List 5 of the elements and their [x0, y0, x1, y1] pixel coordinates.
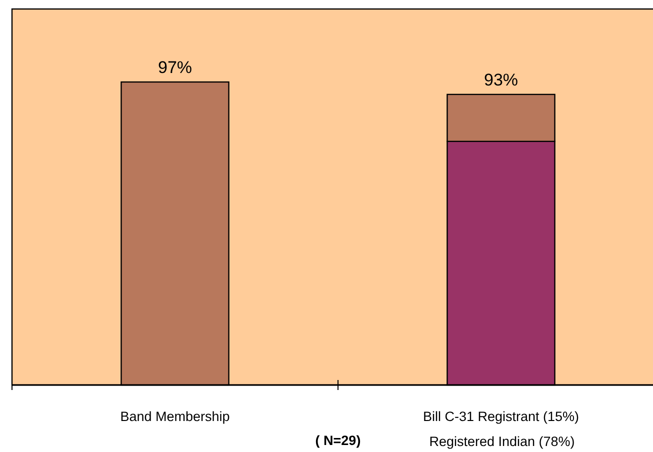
x-tick-label: Bill C-31 Registrant (15%) Registered Indian (78%) — [422, 409, 580, 449]
x-tick-label: Band Membership — [120, 409, 230, 424]
text: ( N=29) — [315, 433, 361, 448]
annotation: 97% — [158, 58, 192, 77]
annotation: 93% — [484, 70, 518, 90]
